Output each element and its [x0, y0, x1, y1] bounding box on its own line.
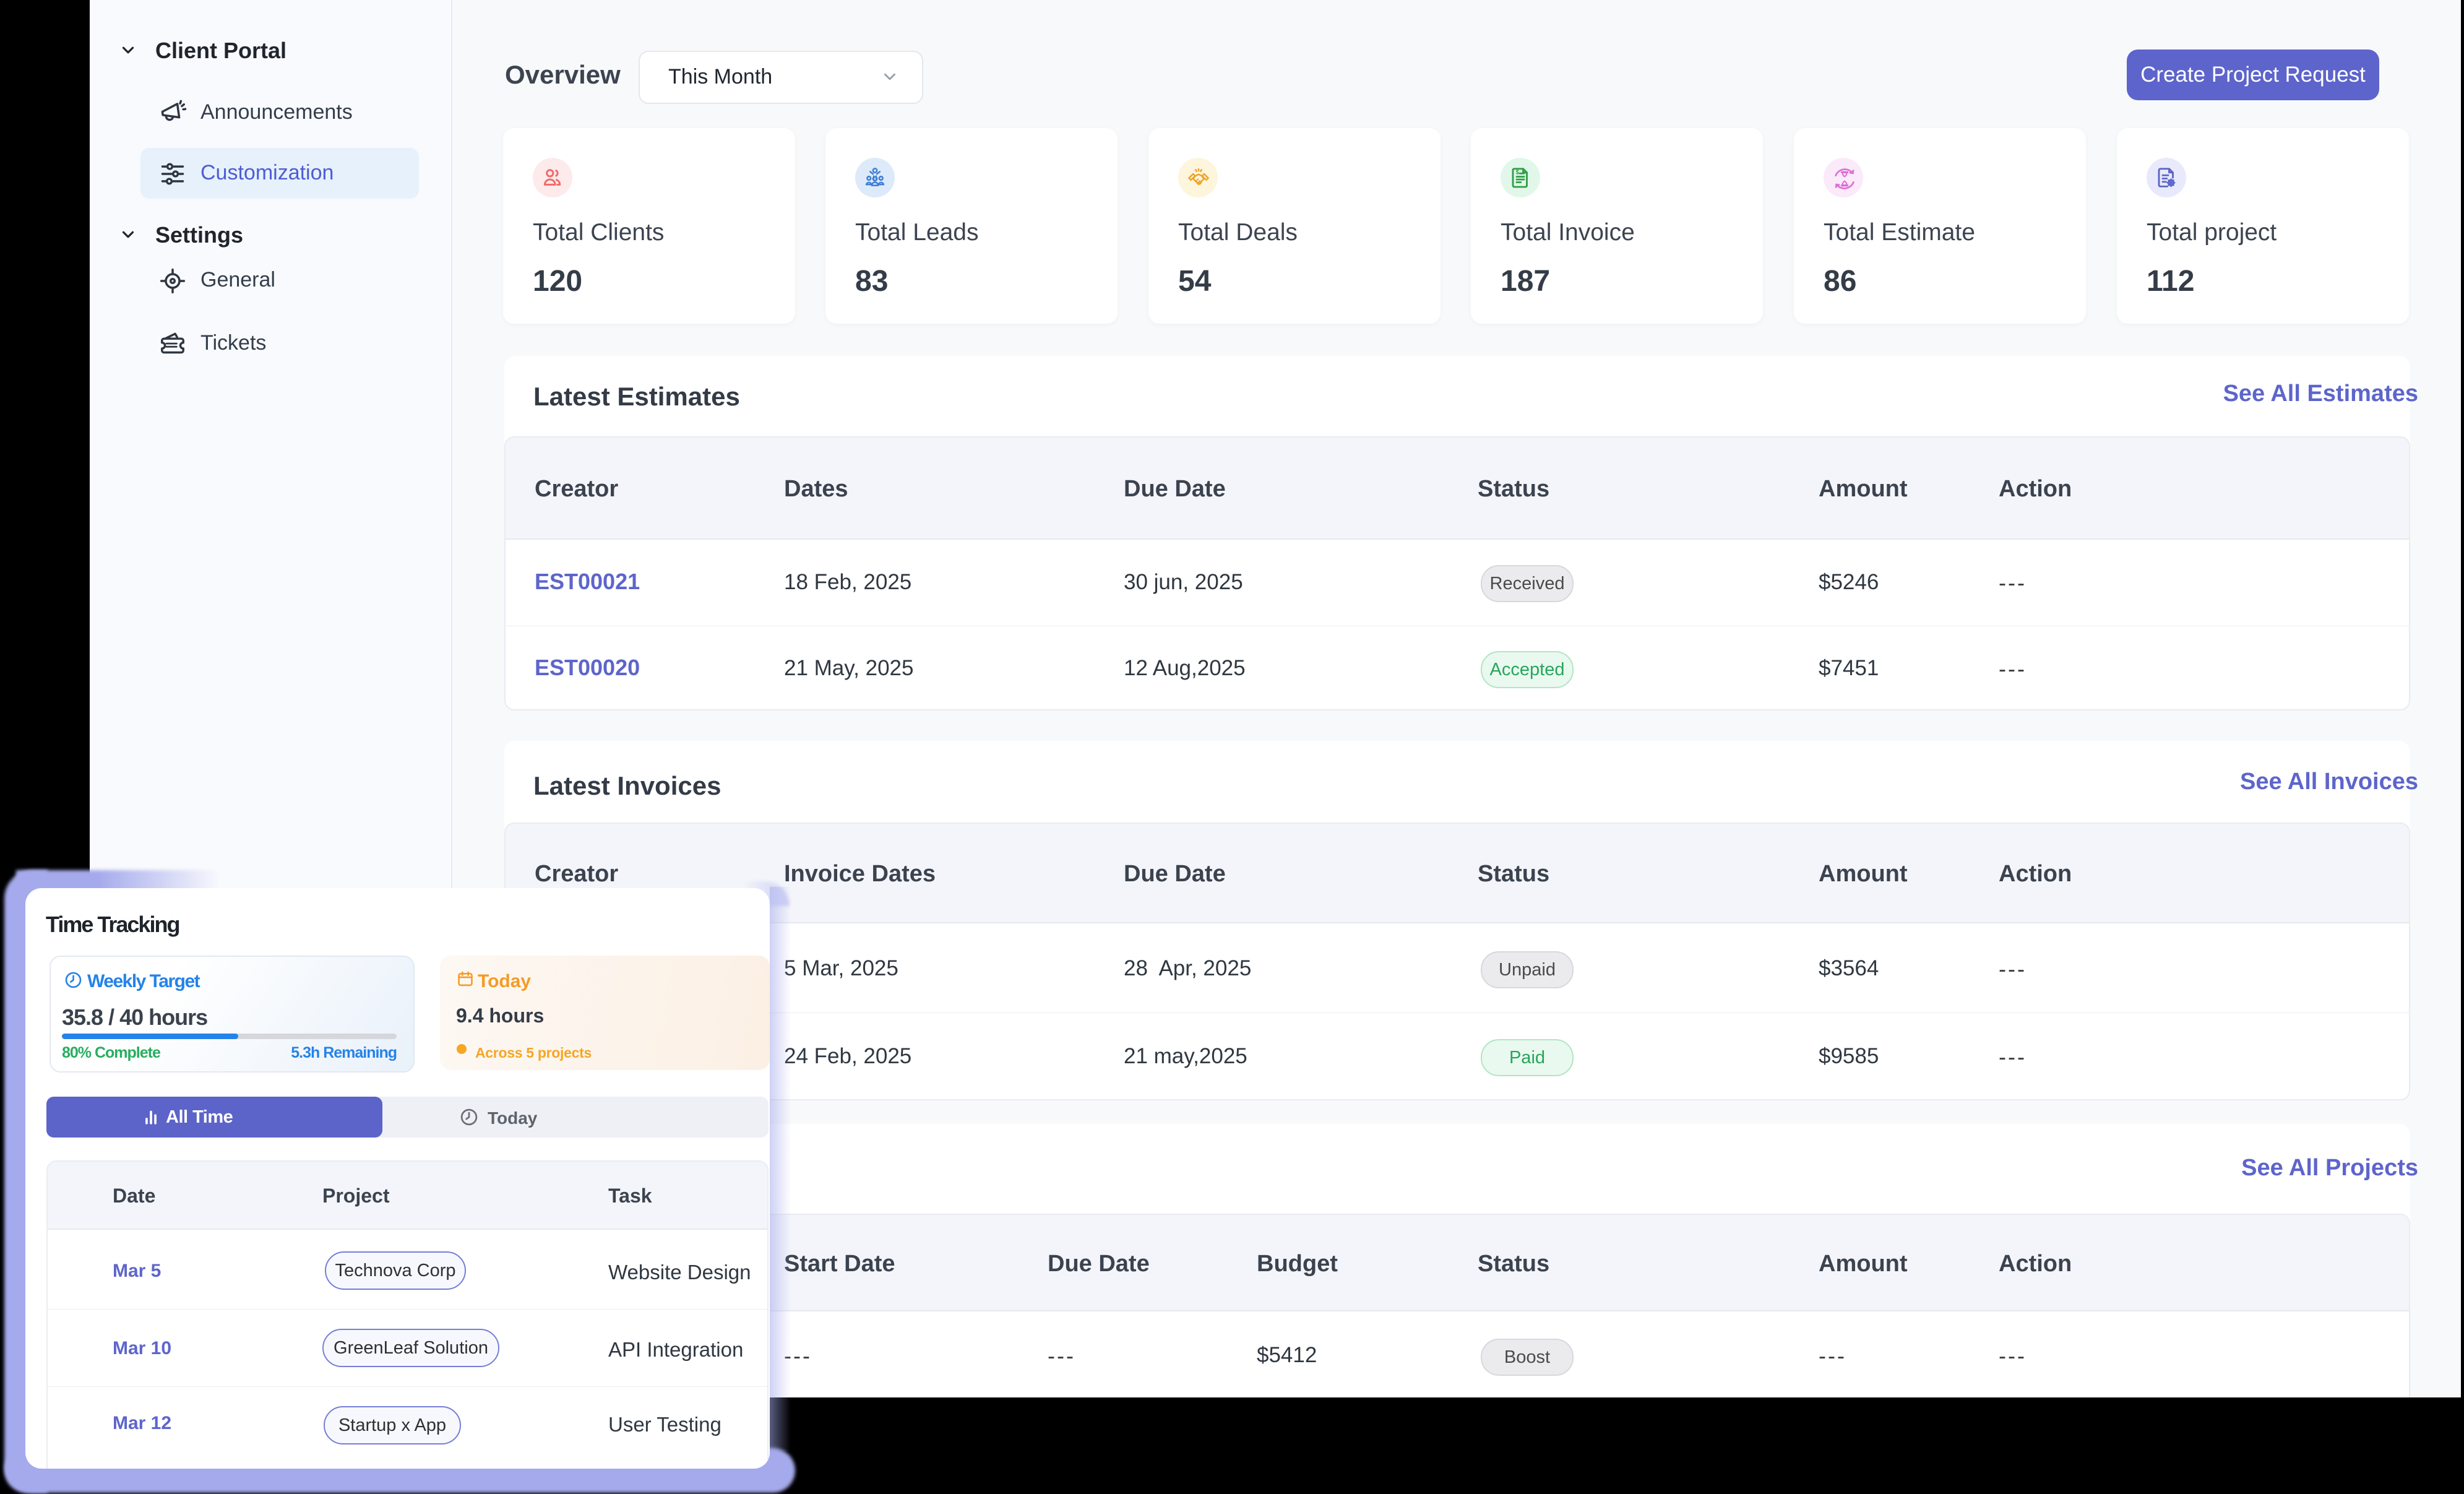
svg-text:$: $ [1516, 169, 1520, 176]
